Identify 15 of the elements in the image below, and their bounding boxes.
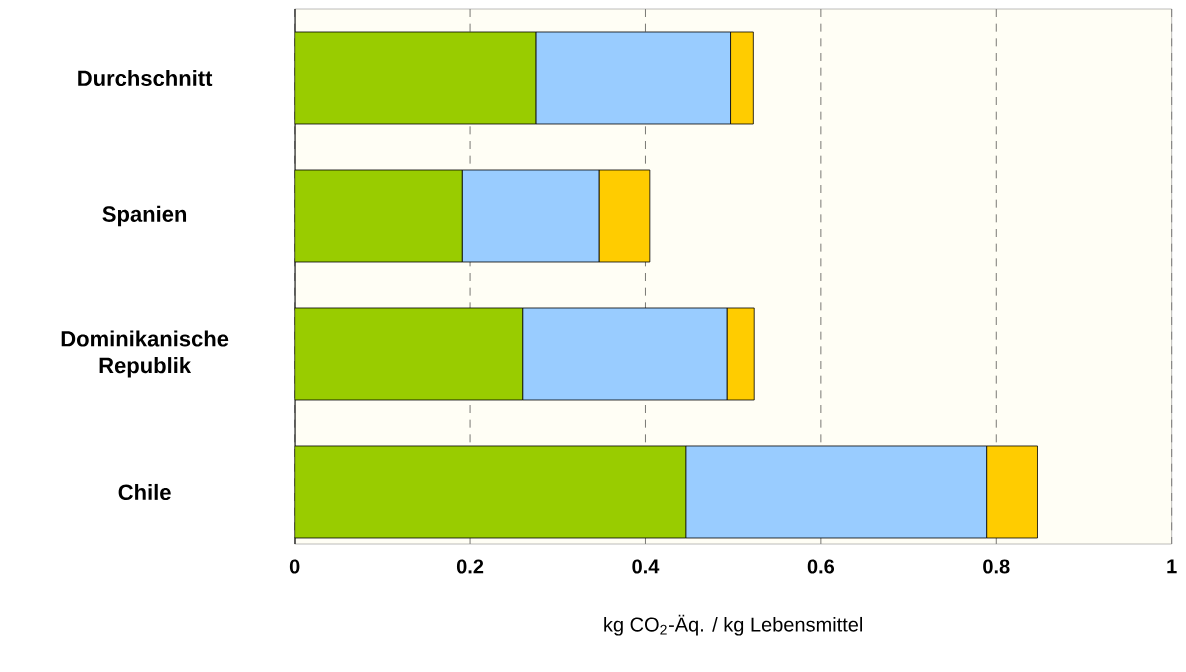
bar xyxy=(294,31,537,125)
x-tick-label: 1 xyxy=(1167,559,1177,574)
bar xyxy=(294,307,524,401)
bar xyxy=(294,169,463,263)
bar xyxy=(294,445,687,539)
x-tick-label: 0.4 xyxy=(632,559,660,574)
y-tick-label: Chile xyxy=(118,483,171,501)
y-tick-label: Durchschnitt xyxy=(78,69,213,87)
y-tick-label: Spanien xyxy=(102,205,187,227)
x-tick-label: 0.6 xyxy=(807,559,835,574)
x-axis-title: kg CO$_{2}$-Äq. / kg Lebensmittel xyxy=(604,614,863,636)
y-tick-label: Dominikanische Republik xyxy=(61,330,229,378)
x-tick-label: 0.2 xyxy=(456,559,484,574)
x-tick-label: 0 xyxy=(289,559,300,574)
x-tick-label: 0.8 xyxy=(983,559,1010,574)
